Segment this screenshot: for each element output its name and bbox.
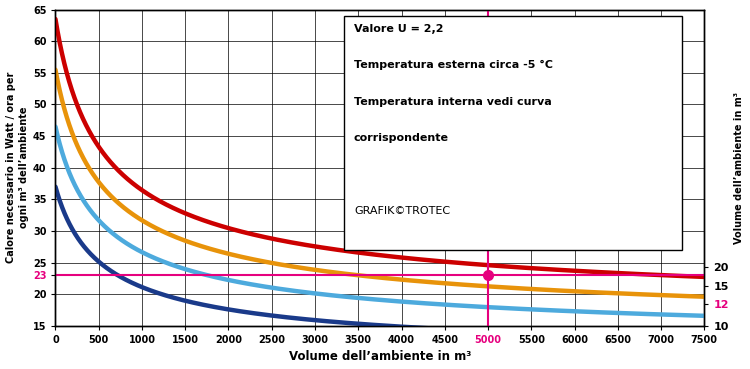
Text: Valore U = 2,2: Valore U = 2,2 [354, 24, 443, 34]
Y-axis label: Calore necessario in Watt / ora per
ogni m³ dell’ambiente: Calore necessario in Watt / ora per ogni… [5, 72, 28, 263]
Text: Temperatura interna vedi curva: Temperatura interna vedi curva [354, 97, 552, 107]
X-axis label: Volume dell’ambiente in m³: Volume dell’ambiente in m³ [289, 351, 471, 363]
Text: corrispondente: corrispondente [354, 133, 449, 143]
FancyBboxPatch shape [344, 16, 682, 250]
Text: Temperatura esterna circa -5 °C: Temperatura esterna circa -5 °C [354, 60, 553, 70]
Text: GRAFIK©TROTEC: GRAFIK©TROTEC [354, 206, 450, 215]
Y-axis label: Volume dell’ambiente in m³: Volume dell’ambiente in m³ [734, 92, 745, 244]
